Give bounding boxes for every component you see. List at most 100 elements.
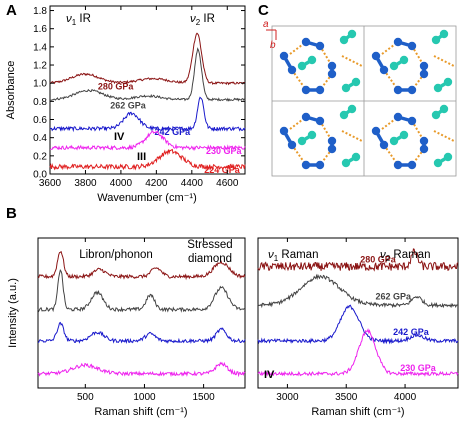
hydrogen-bond-link [433, 55, 455, 67]
h2-molecule-teal [431, 104, 449, 120]
h2-molecule-teal-atom [347, 104, 357, 114]
h2-molecule-blue-atom [301, 37, 311, 47]
h2-molecule-teal-atom [351, 77, 361, 87]
panel-a-xlabel: Wavenumber (cm⁻¹) [97, 192, 197, 204]
panel-b-right-header-nu2: ν2 Raman [380, 249, 430, 263]
panel-b-diamond-annotation-1: Stressed [187, 239, 232, 251]
x-tick-label: 4600 [216, 178, 239, 189]
h2-molecule-teal-atom [399, 55, 409, 65]
panel-b-left-raman-plot: 500 1000 1500 Libron/phonon Stressed diamo… [7, 237, 246, 418]
h2-molecule-blue-atom [407, 41, 417, 51]
series-label-a-230-gpa: 230 GPa [206, 146, 243, 156]
h2-molecule-blue [371, 51, 389, 75]
panel-b-left-frame [37, 237, 246, 389]
series-line-b-left-262-gpa [37, 269, 246, 313]
h2-molecule-teal-atom [307, 130, 317, 140]
y-tick-label: 0.4 [33, 133, 47, 144]
x-tick-label: 3000 [276, 392, 299, 403]
panel-b-right-frame [257, 237, 459, 389]
h2-molecule-blue [419, 61, 429, 79]
h2-molecule-teal [297, 55, 317, 71]
h2-molecule-blue-atom [393, 37, 403, 47]
panel-a-frame [49, 5, 246, 175]
h2-molecule-blue [393, 160, 417, 170]
h2-molecule-blue [301, 112, 325, 126]
h2-molecule-blue-atom [301, 85, 311, 95]
x-tick-label: 3600 [39, 178, 62, 189]
h2-molecule-blue [393, 112, 417, 126]
series-label-a-224-gpa: 224 GPa [204, 165, 241, 175]
series-label-a-280-gpa: 280 GPa [98, 82, 135, 92]
series-label-b-right-280-gpa: 280 GPa [360, 254, 397, 264]
h2-molecule-teal-atom [439, 29, 449, 39]
panel-b-right-xlabel: Raman shift (cm⁻¹) [311, 406, 404, 418]
h2-molecule-blue [279, 51, 297, 75]
h2-molecule-blue-atom [279, 51, 289, 61]
h2-molecule-teal-atom [347, 29, 357, 39]
panel-b-ylabel: Intensity (a.u.) [7, 278, 19, 348]
y-tick-label: 0.6 [33, 115, 47, 126]
h2-molecule-blue-atom [301, 160, 311, 170]
h2-molecule-teal [389, 130, 409, 146]
series-line-b-right-280-gpa [257, 248, 459, 272]
panel-a-ir-plot: 280 GPa 262 GPa 242 GPa 230 GPa 224 GPa 3600… [5, 5, 246, 204]
h2-molecule-blue-atom [419, 136, 429, 146]
h2-molecule-teal [339, 29, 357, 45]
panel-a-header-nu2: ν2 IR [190, 13, 215, 27]
h2-molecule-blue-atom [327, 144, 337, 154]
y-tick-label: 0.8 [33, 97, 47, 108]
series-label-b-right-262-gpa: 262 GPa [376, 291, 413, 301]
h2-molecule-teal-atom [341, 158, 351, 168]
y-tick-label: 1.4 [33, 42, 47, 53]
x-tick-label: 3500 [335, 392, 358, 403]
h2-molecule-teal-atom [389, 61, 399, 71]
h2-molecule-blue [419, 136, 429, 154]
h2-molecule-blue-atom [287, 65, 297, 75]
x-tick-label: 4400 [181, 178, 204, 189]
panel-c-crystal-structure: a b [263, 19, 457, 177]
h2-molecule-teal-atom [431, 35, 441, 45]
h2-molecule-teal-atom [339, 110, 349, 120]
panel-b-libron-annotation: Libron/phonon [79, 249, 153, 261]
h2-molecule-teal [389, 55, 409, 71]
h2-molecule-blue-atom [301, 112, 311, 122]
h2-molecule-blue-atom [393, 85, 403, 95]
h2-molecule-teal [341, 77, 361, 93]
y-tick-label: 1.2 [33, 61, 47, 72]
h2-molecule-blue-atom [315, 160, 325, 170]
series-label-a-242-gpa: 242 GPa [155, 127, 192, 137]
h2-molecule-teal-atom [399, 130, 409, 140]
panel-b-left-xlabel: Raman shift (cm⁻¹) [94, 406, 187, 418]
h2-molecule-blue-atom [419, 61, 429, 71]
h2-molecule-teal [339, 104, 357, 120]
h2-molecule-blue-atom [287, 140, 297, 150]
x-tick-label: 1500 [192, 392, 215, 403]
series-line-b-right-262-gpa [257, 273, 459, 309]
hydrogen-bond-link [433, 130, 455, 142]
x-tick-label: 3800 [74, 178, 97, 189]
h2-molecule-blue [301, 85, 325, 95]
h2-molecule-teal [433, 152, 453, 168]
series-line-b-left-280-gpa [37, 250, 246, 281]
axis-a-label: a [263, 19, 269, 30]
h2-molecule-teal [297, 130, 317, 146]
h2-molecule-blue-atom [327, 61, 337, 71]
panel-b-diamond-annotation-2: diamond [188, 253, 232, 265]
h2-molecule-blue-atom [407, 160, 417, 170]
series-line-a-242-gpa [49, 96, 246, 133]
h2-molecule-teal-atom [439, 104, 449, 114]
h2-molecule-blue-atom [419, 144, 429, 154]
panel-b-right-raman-plot: 280 GPa 262 GPa 242 GPa 230 GPa 3000 3500 400… [257, 237, 459, 418]
h2-molecule-teal-atom [297, 136, 307, 146]
panel-a-ylabel: Absorbance [5, 61, 17, 120]
h2-molecule-blue-atom [327, 136, 337, 146]
h2-molecule-blue [301, 160, 325, 170]
h2-molecule-blue-atom [419, 69, 429, 79]
h2-molecule-blue [279, 126, 297, 150]
panel-c-axes: a b [263, 19, 277, 51]
x-tick-label: 500 [77, 392, 94, 403]
panel-a-phase-iv: IV [114, 131, 125, 143]
y-tick-label: 0.0 [33, 170, 47, 181]
x-tick-label: 4000 [394, 392, 417, 403]
